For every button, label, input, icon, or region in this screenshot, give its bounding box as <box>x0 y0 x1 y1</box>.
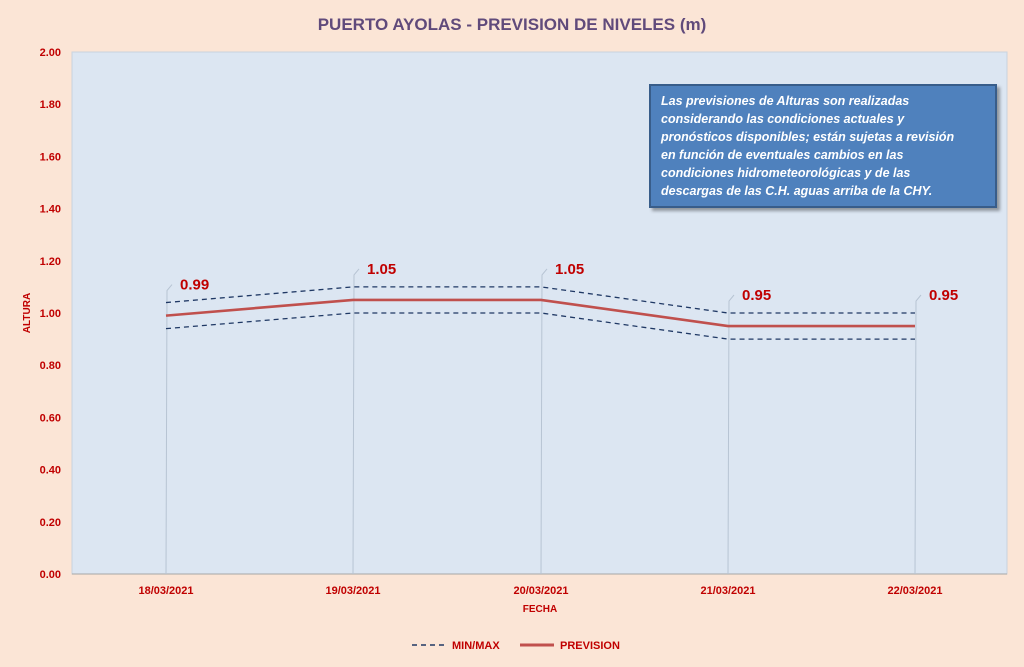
y-tick-label: 1.40 <box>40 204 61 216</box>
chart-title: PUERTO AYOLAS - PREVISION DE NIVELES (m) <box>318 15 707 34</box>
legend-prevision-label: PREVISION <box>560 640 620 652</box>
prevision-data-label: 0.95 <box>929 287 958 304</box>
drop-line <box>540 268 548 575</box>
y-axis-tick-labels: 0.00 0.20 0.40 0.60 0.80 1.00 1.20 1.40 1.60 1.80… <box>40 47 61 581</box>
x-axis-tick-labels: 18/03/2021 19/03/2021 20/03/2021 21/03/2021… <box>138 585 942 597</box>
note-line: considerando las condiciones actuales y <box>661 112 905 126</box>
x-tick-label: 20/03/2021 <box>513 585 568 597</box>
prevision-data-label: 0.95 <box>742 287 771 304</box>
prevision-data-label: 1.05 <box>555 261 584 278</box>
y-tick-label: 0.20 <box>40 517 61 529</box>
legend: MIN/MAX PREVISION <box>412 640 620 652</box>
y-tick-label: 1.00 <box>40 308 61 320</box>
note-line: Las previsiones de Alturas son realizada… <box>661 94 910 108</box>
x-tick-label: 22/03/2021 <box>887 585 942 597</box>
y-tick-label: 1.20 <box>40 256 61 268</box>
drop-line <box>914 294 922 575</box>
y-tick-label: 0.00 <box>40 569 61 581</box>
y-tick-label: 0.40 <box>40 465 61 477</box>
legend-minmax-label: MIN/MAX <box>452 640 500 652</box>
note-line: en función de eventuales cambios en las <box>661 148 904 162</box>
y-tick-label: 1.80 <box>40 99 61 111</box>
data-labels: 0.99 1.05 1.05 0.95 0.95 <box>180 261 958 304</box>
x-tick-label: 19/03/2021 <box>325 585 380 597</box>
y-tick-label: 0.60 <box>40 412 61 424</box>
y-tick-label: 2.00 <box>40 47 61 59</box>
x-tick-label: 21/03/2021 <box>700 585 755 597</box>
x-tick-label: 18/03/2021 <box>138 585 193 597</box>
drop-line <box>727 294 735 575</box>
note-line: pronósticos disponibles; están sujetas a… <box>661 130 955 144</box>
drop-line <box>165 284 173 575</box>
y-tick-label: 0.80 <box>40 360 61 372</box>
series-lines <box>165 286 915 340</box>
y-axis-title: ALTURA <box>22 293 33 333</box>
drop-line <box>352 268 360 575</box>
x-axis-title: FECHA <box>523 604 557 615</box>
y-tick-label: 1.60 <box>40 151 61 163</box>
prevision-data-label: 1.05 <box>367 261 396 278</box>
note-line: descargas de las C.H. aguas arriba de la… <box>661 184 933 198</box>
drop-lines <box>165 268 922 575</box>
prevision-data-label: 0.99 <box>180 277 209 294</box>
prevision-series-line <box>165 298 915 328</box>
forecast-disclaimer-note: Las previsiones de Alturas son realizada… <box>649 84 997 208</box>
note-line: condiciones hidrometeorológicas y de las <box>661 166 911 180</box>
